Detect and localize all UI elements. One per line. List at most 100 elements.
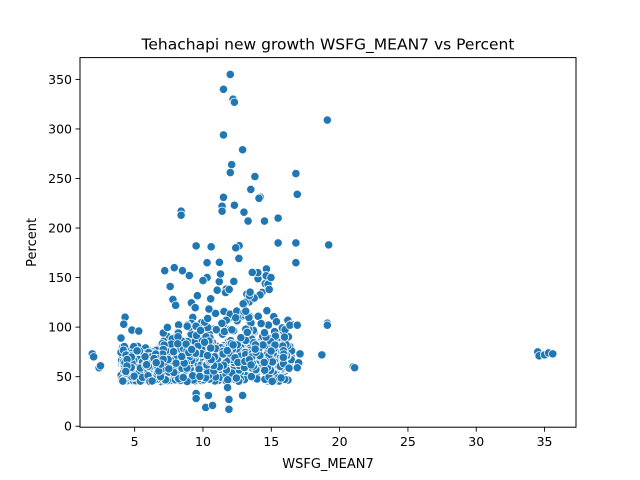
data-point xyxy=(218,84,229,94)
data-point xyxy=(199,337,210,347)
y-tick-label: 150 xyxy=(48,270,72,285)
data-point xyxy=(227,325,237,335)
data-point xyxy=(121,366,131,377)
data-point xyxy=(165,281,175,292)
y-axis-ticks: 0 50 100 150 200 250 300 350 xyxy=(48,72,80,434)
data-point xyxy=(207,400,218,410)
data-point xyxy=(198,275,208,286)
data-points xyxy=(87,69,558,414)
data-point xyxy=(266,272,276,283)
data-point xyxy=(203,390,214,401)
data-point xyxy=(164,364,174,374)
data-point xyxy=(168,347,179,357)
data-point xyxy=(195,371,205,382)
data-point xyxy=(548,349,558,359)
data-point xyxy=(278,352,288,363)
data-point xyxy=(250,171,260,182)
data-point xyxy=(263,320,274,330)
y-tick-label: 250 xyxy=(48,171,72,186)
x-tick-label: 5 xyxy=(131,434,139,449)
data-point xyxy=(206,294,216,304)
data-point xyxy=(246,184,256,194)
data-point xyxy=(292,320,302,330)
data-point xyxy=(202,350,213,361)
data-point xyxy=(239,207,249,217)
data-point xyxy=(243,216,253,226)
data-point xyxy=(292,363,302,373)
x-tick-label: 10 xyxy=(195,434,211,449)
data-point xyxy=(350,363,360,373)
data-point xyxy=(267,376,277,386)
data-point xyxy=(210,308,221,319)
data-point xyxy=(118,376,128,386)
data-point xyxy=(173,339,183,349)
data-point xyxy=(224,284,234,295)
data-point xyxy=(214,277,224,287)
data-point xyxy=(324,240,334,250)
data-point xyxy=(273,238,283,248)
data-point xyxy=(191,393,201,404)
data-point xyxy=(291,168,301,179)
y-tick-label: 50 xyxy=(56,369,72,384)
data-point xyxy=(241,306,251,316)
data-point xyxy=(292,189,302,199)
data-point xyxy=(190,303,200,313)
data-point xyxy=(223,375,233,385)
data-point xyxy=(169,263,179,273)
data-point xyxy=(254,193,264,203)
data-point xyxy=(162,322,172,333)
y-tick-label: 300 xyxy=(48,121,72,136)
data-point xyxy=(273,213,283,223)
data-point xyxy=(291,238,301,248)
data-point xyxy=(264,284,274,295)
data-point xyxy=(225,167,235,178)
data-point xyxy=(176,210,186,220)
data-point xyxy=(95,361,106,371)
y-axis-label: Percent xyxy=(25,218,40,267)
data-point xyxy=(284,363,294,373)
data-point xyxy=(224,404,234,414)
data-point xyxy=(250,344,260,354)
data-point xyxy=(219,326,230,337)
data-point xyxy=(279,332,290,342)
y-tick-label: 0 xyxy=(64,419,72,434)
data-point xyxy=(119,319,129,329)
data-point xyxy=(231,243,241,253)
data-point xyxy=(227,160,237,170)
x-tick-label: 35 xyxy=(537,434,553,449)
data-point xyxy=(247,267,257,277)
data-point xyxy=(177,266,188,276)
data-point xyxy=(222,346,232,356)
data-point xyxy=(212,285,222,295)
data-point xyxy=(132,346,142,356)
data-point xyxy=(206,242,216,252)
data-point xyxy=(259,357,269,368)
x-tick-label: 30 xyxy=(468,434,484,449)
data-point xyxy=(116,333,126,343)
x-axis-label: WSFG_MEAN7 xyxy=(282,457,373,472)
data-point xyxy=(229,276,239,286)
data-point xyxy=(229,200,239,210)
plot-frame xyxy=(79,57,577,428)
x-axis-ticks: 5 10 15 20 25 30 35 xyxy=(131,427,553,449)
data-point xyxy=(218,192,229,202)
data-point xyxy=(192,291,202,301)
data-point xyxy=(322,115,332,125)
data-point xyxy=(231,313,241,323)
data-point xyxy=(217,206,227,216)
data-point xyxy=(171,300,181,310)
data-point xyxy=(181,339,191,349)
data-point xyxy=(317,350,327,360)
data-point xyxy=(245,287,255,297)
data-point xyxy=(228,340,238,350)
data-point xyxy=(204,304,214,314)
data-point xyxy=(256,318,266,329)
data-point xyxy=(214,257,224,267)
x-tick-label: 20 xyxy=(332,434,348,449)
data-point xyxy=(171,358,181,368)
data-point xyxy=(151,358,161,368)
data-point xyxy=(217,318,227,328)
chart-title: Tehachapi new growth WSFG_MEAN7 vs Perce… xyxy=(141,36,515,55)
data-point xyxy=(242,327,252,337)
